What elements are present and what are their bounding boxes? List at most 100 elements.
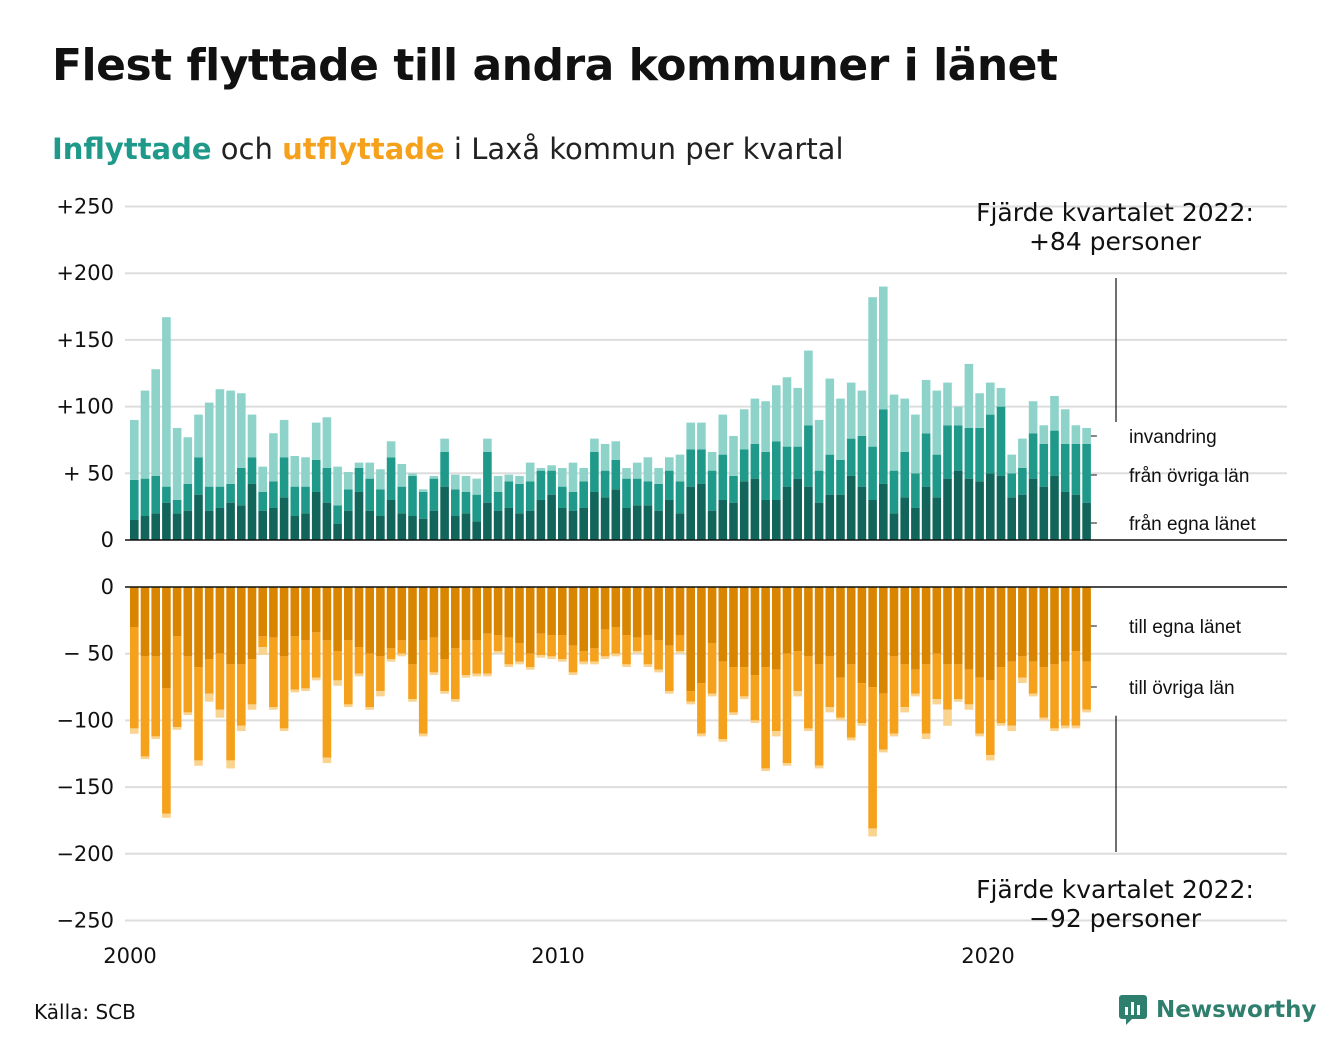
outflow-bar-other-counties — [825, 656, 835, 708]
x-tick-label: 2000 — [103, 944, 156, 968]
inflow-bar-other-counties — [301, 486, 310, 514]
outflow-bar-own-county — [493, 587, 503, 636]
inflow-bar-immigration — [418, 489, 428, 492]
inflow-bar-other-counties — [1060, 443, 1070, 492]
outflow-bar-own-county — [568, 587, 578, 646]
inflow-bar-other-counties — [921, 433, 931, 487]
inflow-bar-own-county — [739, 481, 749, 540]
inflow-bar-immigration — [579, 467, 588, 482]
outflow-bar-own-county — [1039, 587, 1049, 668]
outflow-bar-other-counties — [301, 640, 310, 689]
outflow-bar-other-counties — [451, 648, 460, 700]
inflow-bar-own-county — [953, 470, 963, 540]
inflow-bar-immigration — [376, 469, 385, 490]
outflow-bar-emigration — [729, 712, 738, 716]
outflow-bar-other-counties — [536, 633, 546, 656]
outflow-bar-other-counties — [461, 640, 471, 676]
inflow-bar-immigration — [782, 377, 792, 447]
inflow-bar-other-counties — [311, 459, 321, 492]
outflow-bar-emigration — [932, 699, 942, 705]
outflow-bar-other-counties — [921, 664, 931, 734]
outflow-bar-emigration — [269, 707, 278, 710]
outflow-bar-other-counties — [804, 656, 813, 729]
inflow-bar-immigration — [140, 390, 150, 479]
inflow-bar-own-county — [269, 507, 278, 540]
inflow-bar-other-counties — [825, 454, 835, 495]
outflow-bar-own-county — [215, 587, 225, 654]
inflow-bar-own-county — [964, 478, 974, 540]
inflow-bar-immigration — [493, 475, 503, 492]
outflow-bar-own-county — [921, 587, 931, 665]
inflow-bar-own-county — [558, 507, 567, 540]
outflow-bar-own-county — [204, 587, 214, 660]
inflow-bar-immigration — [921, 379, 931, 434]
outflow-bar-emigration — [504, 664, 514, 668]
inflow-bar-other-counties — [879, 409, 888, 484]
inflow-bar-immigration — [226, 390, 235, 484]
outflow-bar-emigration — [151, 736, 160, 740]
inflow-bar-own-county — [301, 513, 310, 540]
inflow-bar-own-county — [140, 515, 150, 540]
inflow-bar-immigration — [333, 466, 342, 506]
inflow-bar-own-county — [333, 523, 342, 540]
inflow-bar-other-counties — [172, 499, 182, 514]
outflow-bar-emigration — [836, 717, 845, 721]
inflow-bar-other-counties — [376, 489, 385, 516]
inflow-bar-immigration — [889, 394, 899, 471]
outflow-bar-emigration — [579, 661, 588, 665]
outflow-bar-emigration — [1071, 725, 1081, 729]
outflow-bar-emigration — [258, 647, 267, 656]
outflow-bar-emigration — [130, 728, 139, 734]
outflow-bar-other-counties — [996, 667, 1006, 724]
inflow-bar-other-counties — [183, 483, 193, 511]
subtitle-inflyttade: Inflyttade — [52, 132, 212, 166]
outflow-bar-other-counties — [600, 629, 610, 657]
inflow-bar-immigration — [1028, 401, 1038, 434]
inflow-bar-immigration — [279, 419, 289, 458]
inflow-bar-other-counties — [782, 446, 792, 487]
inflow-bar-other-counties — [1039, 443, 1049, 487]
inflow-bar-other-counties — [996, 406, 1006, 476]
inflow-bar-own-county — [932, 497, 942, 540]
legend-label: från egna länet — [1129, 514, 1256, 535]
bottom-y-tick-label: −250 — [56, 909, 114, 933]
inflow-bar-own-county — [418, 518, 428, 540]
inflow-bar-immigration — [290, 455, 300, 487]
inflow-bar-other-counties — [761, 451, 770, 500]
outflow-bar-other-counties — [814, 664, 824, 766]
outflow-bar-other-counties — [504, 637, 514, 665]
outflow-bar-emigration — [632, 651, 642, 654]
inflow-bar-other-counties — [279, 457, 289, 498]
outflow-bar-emigration — [215, 709, 225, 718]
outflow-bar-own-county — [793, 587, 802, 652]
outflow-bar-other-counties — [269, 637, 278, 708]
inflow-bar-own-county — [814, 502, 824, 540]
outflow-bar-own-county — [772, 587, 781, 670]
subtitle-och: och — [211, 132, 283, 166]
outflow-bar-own-county — [247, 587, 257, 660]
outflow-bar-other-counties — [707, 643, 717, 694]
outflow-bar-emigration — [140, 756, 150, 760]
brand-logo[interactable]: Newsworthy — [1118, 994, 1317, 1026]
outflow-bar-emigration — [290, 689, 300, 693]
outflow-bar-own-county — [814, 587, 824, 665]
inflow-bar-other-counties — [975, 427, 984, 482]
top-y-tick-label: +250 — [56, 195, 114, 219]
inflow-bar-immigration — [643, 457, 653, 482]
outflow-bar-emigration — [183, 712, 193, 716]
inflow-bar-other-counties — [964, 427, 974, 479]
outflow-bar-other-counties — [643, 635, 653, 665]
inflow-bar-immigration — [515, 475, 524, 484]
outflow-bar-own-county — [782, 587, 792, 654]
outflow-bar-emigration — [643, 664, 653, 668]
inflow-bar-other-counties — [932, 454, 942, 498]
outflow-bar-own-county — [365, 587, 374, 654]
outflow-bar-emigration — [846, 737, 856, 741]
outflow-bar-emigration — [525, 667, 535, 670]
outflow-bar-other-counties — [943, 664, 952, 710]
inflow-bar-own-county — [451, 515, 460, 540]
top-y-tick-label: 0 — [101, 528, 114, 552]
inflow-bar-own-county — [879, 483, 888, 540]
outflow-bar-own-county — [868, 587, 877, 688]
inflow-bar-own-county — [675, 513, 685, 540]
